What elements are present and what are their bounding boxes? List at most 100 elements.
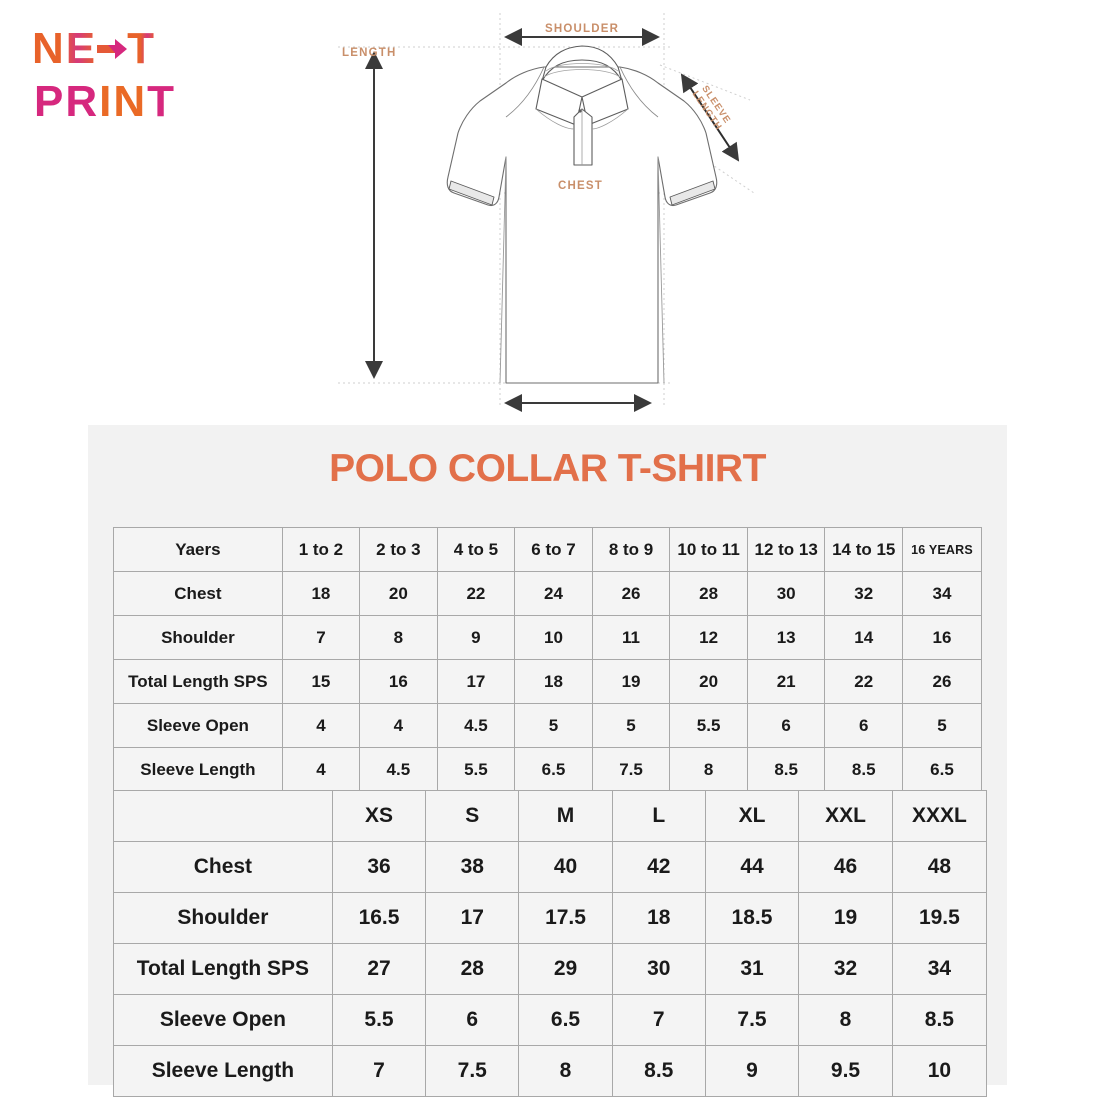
- table-cell: 10: [891, 1045, 988, 1097]
- table-header-cell: 14 to 15: [824, 527, 903, 572]
- table-cell: 5.5: [331, 994, 427, 1046]
- table-header-cell: 1 to 2: [281, 527, 361, 572]
- table-cell: 8.5: [746, 747, 826, 792]
- table-cell: 5: [514, 703, 593, 748]
- table-cell: 31: [704, 943, 800, 995]
- table-cell: 32: [798, 943, 893, 995]
- table-row: Chest 18 20 22 24 26 28 30 32 34: [113, 571, 982, 616]
- table-cell: 6: [425, 994, 520, 1046]
- table-header-cell: L: [611, 790, 706, 842]
- table-header-cell: XS: [331, 790, 427, 842]
- row-label: Chest: [113, 571, 283, 616]
- table-cell: 4: [281, 747, 361, 792]
- table-cell: 15: [281, 659, 361, 704]
- table-cell: 26: [902, 659, 982, 704]
- table-cell: 19: [591, 659, 671, 704]
- table-cell: 30: [611, 943, 706, 995]
- table-row: Sleeve Open 4 4 4.5 5 5 5.5 6 6 5: [113, 703, 982, 748]
- table-header-cell: XL: [704, 790, 800, 842]
- table-cell: 17: [436, 659, 516, 704]
- table-header-row: XS S M L XL XXL XXXL: [113, 790, 988, 842]
- table-cell: 10: [514, 615, 593, 660]
- table-cell: 21: [746, 659, 826, 704]
- label-shoulder: SHOULDER: [545, 23, 620, 35]
- logo-next-ne: NE: [32, 24, 98, 73]
- table-cell: 20: [359, 571, 438, 616]
- table-cell: 34: [902, 571, 982, 616]
- table-cell: 8: [669, 747, 748, 792]
- table-cell: 6.5: [514, 747, 593, 792]
- table-header-label: Yaers: [113, 527, 283, 572]
- table-header-cell: 16 YEARS: [902, 527, 982, 572]
- table-cell: 7: [281, 615, 361, 660]
- table-cell: 18.5: [704, 892, 800, 944]
- logo-print-t: T: [147, 77, 177, 126]
- table-cell: 13: [746, 615, 826, 660]
- polo-shirt-drawing: [338, 13, 755, 412]
- row-label: Total Length SPS: [113, 659, 283, 704]
- table-cell: 5.5: [669, 703, 748, 748]
- table-cell: 7: [611, 994, 706, 1046]
- table-header-cell: XXL: [798, 790, 893, 842]
- table-header-cell: 6 to 7: [514, 527, 593, 572]
- table-cell: 5: [591, 703, 671, 748]
- logo-next-text: NE T: [32, 24, 156, 74]
- adult-size-table: XS S M L XL XXL XXXL Chest 36 38 40 42 44 46 48 Shoulde…: [113, 790, 988, 1097]
- table-cell: 16: [902, 615, 982, 660]
- logo-print-pr: PR: [34, 77, 100, 126]
- table-row: Sleeve Length 7 7.5 8 8.5 9 9.5 10: [113, 1045, 988, 1097]
- table-cell: 7.5: [425, 1045, 520, 1097]
- table-cell: 17.5: [518, 892, 613, 944]
- label-length: LENGTH: [342, 47, 397, 59]
- table-cell: 22: [436, 571, 516, 616]
- table-header-cell: 12 to 13: [746, 527, 826, 572]
- row-label: Total Length SPS: [113, 943, 333, 995]
- table-cell: 46: [798, 841, 893, 893]
- row-label: Sleeve Open: [113, 703, 283, 748]
- table-row: Sleeve Length 4 4.5 5.5 6.5 7.5 8 8.5 8.5 6.5: [113, 747, 982, 792]
- table-cell: 9.5: [798, 1045, 893, 1097]
- table-cell: 12: [669, 615, 748, 660]
- table-cell: 40: [518, 841, 613, 893]
- row-label: Shoulder: [113, 892, 333, 944]
- table-cell: 32: [824, 571, 903, 616]
- table-cell: 28: [425, 943, 520, 995]
- table-row: Total Length SPS 15 16 17 18 19 20 21 22 26: [113, 659, 982, 704]
- table-header-cell: XXXL: [891, 790, 988, 842]
- table-cell: 9: [704, 1045, 800, 1097]
- table-cell: 7.5: [704, 994, 800, 1046]
- table-cell: 26: [591, 571, 671, 616]
- table-header-label: [113, 790, 333, 842]
- logo-print-in: IN: [99, 77, 148, 126]
- table-cell: 22: [824, 659, 903, 704]
- table-row: Chest 36 38 40 42 44 46 48: [113, 841, 988, 893]
- table-cell: 4: [281, 703, 361, 748]
- table-header-cell: 2 to 3: [359, 527, 438, 572]
- table-cell: 19: [798, 892, 893, 944]
- table-cell: 18: [611, 892, 706, 944]
- table-cell: 24: [514, 571, 593, 616]
- table-cell: 34: [891, 943, 988, 995]
- row-label: Chest: [113, 841, 333, 893]
- table-cell: 38: [425, 841, 520, 893]
- table-cell: 27: [331, 943, 427, 995]
- table-header-cell: 10 to 11: [669, 527, 748, 572]
- table-cell: 16: [359, 659, 438, 704]
- table-cell: 7.5: [591, 747, 671, 792]
- table-cell: 18: [514, 659, 593, 704]
- table-cell: 6.5: [518, 994, 613, 1046]
- table-cell: 20: [669, 659, 748, 704]
- table-row: Sleeve Open 5.5 6 6.5 7 7.5 8 8.5: [113, 994, 988, 1046]
- brand-logo: NE T PRINT: [30, 18, 250, 128]
- row-label: Shoulder: [113, 615, 283, 660]
- table-header-cell: 8 to 9: [591, 527, 671, 572]
- table-cell: 4: [359, 703, 438, 748]
- page-title: POLO COLLAR T-SHIRT: [329, 447, 766, 490]
- table-row: Shoulder 7 8 9 10 11 12 13 14 16: [113, 615, 982, 660]
- table-cell: 6: [824, 703, 903, 748]
- adult-table-body: XS S M L XL XXL XXXL Chest 36 38 40 42 44 46 48 Shoulde…: [113, 790, 988, 1097]
- table-cell: 28: [669, 571, 748, 616]
